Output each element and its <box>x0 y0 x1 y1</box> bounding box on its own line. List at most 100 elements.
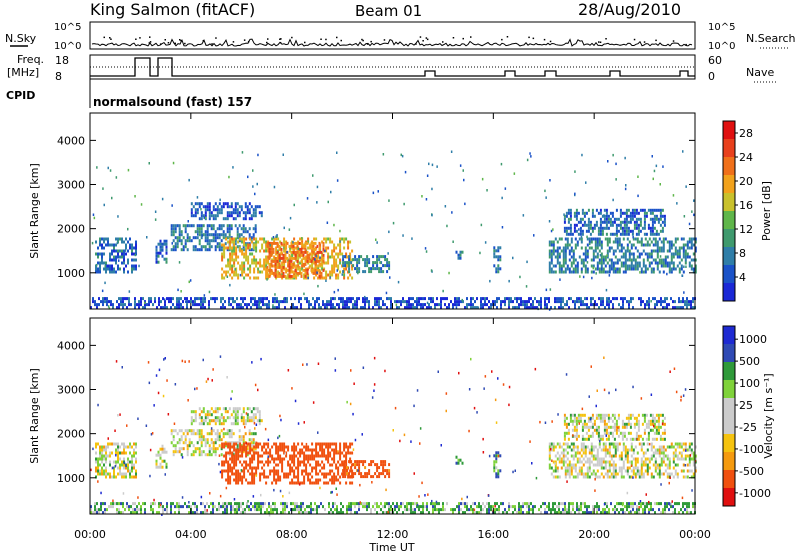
range-cell <box>659 211 662 215</box>
range-cell <box>400 300 402 304</box>
range-cell <box>155 245 158 249</box>
range-cell <box>614 469 617 473</box>
echo-point <box>685 265 687 268</box>
range-cell <box>617 229 620 233</box>
scatter-region <box>90 297 696 310</box>
range-cell <box>287 472 290 476</box>
range-cell <box>248 438 251 442</box>
range-cell <box>356 306 358 310</box>
range-cell <box>660 264 663 268</box>
range-cell <box>690 243 693 247</box>
range-cell <box>192 450 195 454</box>
range-cell <box>650 448 653 452</box>
range-cell <box>208 422 211 426</box>
range-cell <box>302 268 305 272</box>
range-cell <box>127 270 129 274</box>
range-cell <box>631 232 634 236</box>
range-cell <box>283 475 286 479</box>
range-cell <box>202 233 205 237</box>
range-cell <box>568 270 571 274</box>
noise-dot <box>179 39 181 41</box>
range-cell <box>229 475 232 479</box>
range-cell <box>117 237 119 241</box>
range-cell <box>236 227 239 231</box>
range-cell <box>625 208 628 212</box>
range-cell <box>608 270 611 274</box>
range-cell <box>224 242 227 246</box>
range-cell <box>321 451 324 455</box>
range-cell <box>686 297 688 301</box>
echo-point <box>549 179 551 182</box>
range-cell <box>275 276 278 280</box>
range-cell <box>565 229 568 233</box>
range-cell <box>356 270 359 274</box>
range-cell <box>606 243 609 247</box>
range-cell <box>651 223 654 227</box>
range-cell <box>552 264 555 268</box>
range-cell <box>608 303 610 307</box>
range-cell <box>237 448 240 452</box>
echo-point <box>580 236 583 239</box>
noise-dot <box>280 38 282 40</box>
range-cell <box>268 274 271 278</box>
range-cell <box>634 267 637 271</box>
range-cell <box>615 217 618 221</box>
range-cell <box>644 243 647 247</box>
range-cell <box>276 297 278 301</box>
range-cell <box>646 303 648 307</box>
range-cell <box>457 461 460 465</box>
range-cell <box>581 413 584 417</box>
range-cell <box>214 407 217 411</box>
range-cell <box>123 252 125 256</box>
range-cell <box>664 454 667 458</box>
range-cell <box>248 419 251 423</box>
range-cell <box>259 270 262 274</box>
range-cell <box>655 232 658 236</box>
range-cell <box>133 466 135 470</box>
range-cell <box>662 306 664 310</box>
range-cell <box>172 224 175 228</box>
nave-tick-top: 60 <box>708 54 722 67</box>
range-cell <box>313 261 316 265</box>
range-cell <box>584 264 587 268</box>
echo-point <box>286 250 288 254</box>
range-cell <box>134 303 136 307</box>
range-cell <box>347 445 350 449</box>
range-cell <box>354 303 356 307</box>
range-cell <box>629 220 632 224</box>
range-cell <box>301 472 304 476</box>
range-cell <box>564 258 567 262</box>
range-cell <box>331 264 334 268</box>
range-cell <box>106 297 108 301</box>
range-cell <box>94 300 96 304</box>
range-cell <box>319 243 322 247</box>
range-cell <box>222 202 225 206</box>
range-cell <box>656 240 659 244</box>
range-cell <box>593 223 596 227</box>
range-cell <box>235 451 238 455</box>
range-cell <box>329 442 332 446</box>
echo-point <box>341 273 343 276</box>
range-cell <box>638 252 641 256</box>
echo-point <box>501 226 504 229</box>
range-cell <box>604 451 607 455</box>
echo-point <box>282 153 284 156</box>
range-cell <box>339 448 342 452</box>
range-cell <box>680 457 683 461</box>
range-cell <box>194 416 197 420</box>
range-cell <box>306 256 309 260</box>
range-cell <box>563 422 566 426</box>
range-cell <box>327 261 330 265</box>
range-cell <box>216 233 219 237</box>
range-cell <box>250 214 253 218</box>
range-cell <box>572 445 575 449</box>
range-cell <box>606 303 608 307</box>
range-cell <box>410 297 412 301</box>
range-cell <box>562 258 565 262</box>
range-cell <box>97 472 99 476</box>
echo-point <box>550 229 553 233</box>
range-cell <box>680 300 682 304</box>
range-cell <box>117 466 119 470</box>
echo-point <box>339 229 341 233</box>
range-cell <box>694 264 697 268</box>
